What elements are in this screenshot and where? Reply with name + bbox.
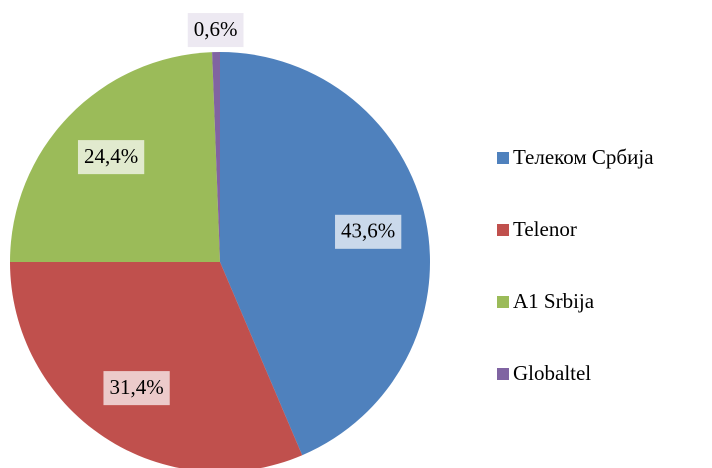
pie-slice	[212, 52, 220, 262]
data-label-tint	[77, 140, 145, 175]
pie-slice	[220, 52, 431, 456]
data-label-tint	[335, 214, 402, 249]
legend-label: Телеком Србија	[513, 145, 654, 169]
legend-label: A1 Srbija	[513, 289, 595, 313]
data-label-tint	[103, 371, 170, 406]
legend-label: Telenor	[513, 217, 577, 241]
data-label-box	[335, 214, 402, 249]
data-label-box	[187, 13, 244, 48]
pie-slice	[10, 262, 303, 468]
legend-label: Globaltel	[513, 361, 591, 385]
data-label: 43,6%	[335, 214, 402, 249]
data-label-tint	[187, 13, 244, 48]
legend-swatch	[497, 296, 509, 308]
data-label-text: 24,4%	[84, 144, 138, 168]
data-label-text: 43,6%	[341, 219, 395, 243]
data-label: 24,4%	[77, 140, 145, 175]
data-label: 0,6%	[187, 13, 244, 48]
legend-swatch	[497, 368, 509, 380]
legend-swatch	[497, 224, 509, 236]
data-label-text: 31,4%	[109, 375, 163, 399]
legend-swatch	[497, 152, 509, 164]
data-label: 31,4%	[103, 371, 170, 406]
data-label-box	[103, 371, 170, 406]
data-label-text: 0,6%	[194, 17, 238, 41]
data-label-box	[77, 140, 145, 175]
